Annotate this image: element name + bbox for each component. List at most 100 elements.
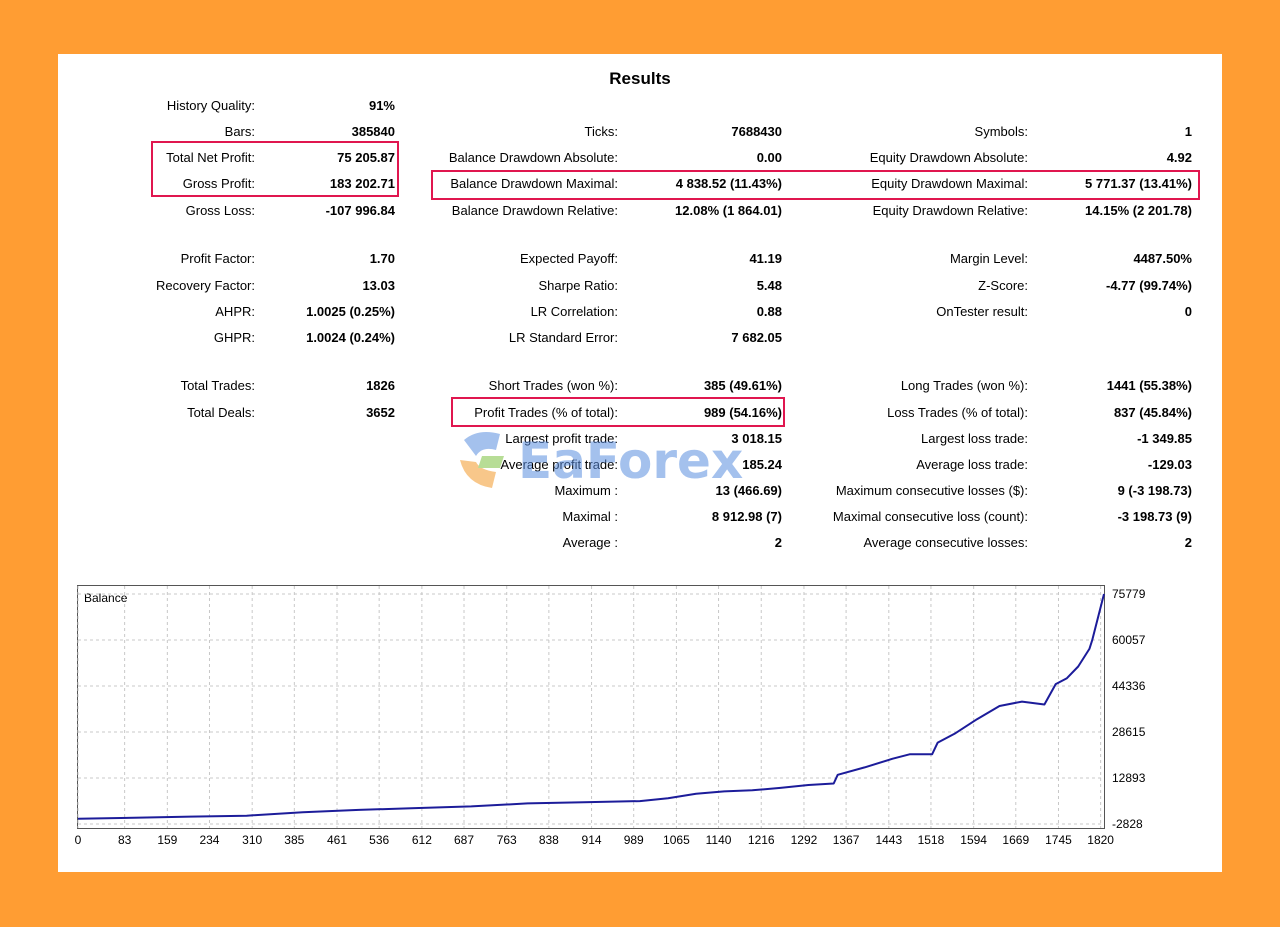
stat-value: 989 (54.16%)	[703, 405, 782, 420]
x-tick-label: 1216	[747, 833, 775, 847]
stat-label: Loss Trades (% of total):	[887, 405, 1028, 420]
stat-label: Largest loss trade:	[921, 431, 1028, 446]
stat-label: Balance Drawdown Absolute:	[448, 150, 618, 165]
stat-label: GHPR:	[213, 330, 255, 345]
stat-label: Equity Drawdown Maximal:	[871, 176, 1028, 191]
stat-label: Profit Factor:	[180, 251, 255, 266]
stat-value: 1826	[366, 378, 395, 393]
x-tick-label: 1292	[790, 833, 818, 847]
stat-value: 14.15% (2 201.78)	[1085, 203, 1192, 218]
stat-value: 4 838.52 (11.43%)	[675, 176, 782, 191]
x-tick-label: 83	[117, 833, 132, 847]
x-tick-label: 1367	[832, 833, 860, 847]
stat-label: Average loss trade:	[916, 457, 1028, 472]
stat-label: OnTester result:	[936, 304, 1028, 319]
stat-label: Margin Level:	[949, 251, 1028, 266]
x-tick-label: 1820	[1087, 833, 1114, 847]
stat-label: Average consecutive losses:	[863, 535, 1028, 550]
stat-label: Sharpe Ratio:	[538, 278, 619, 293]
stat-label: Total Net Profit:	[166, 150, 255, 165]
x-tick-label: 1140	[705, 833, 732, 847]
stat-value: 3652	[366, 405, 395, 420]
stat-label: LR Standard Error:	[508, 330, 618, 345]
stat-value: 5.48	[756, 278, 782, 293]
stat-label: Maximal :	[562, 509, 618, 524]
stat-label: Expected Payoff:	[519, 251, 618, 266]
y-tick-label: -2828	[1112, 817, 1143, 831]
stat-value: 4.92	[1166, 150, 1192, 165]
x-tick-label: 1745	[1045, 833, 1072, 847]
chart-frame: Balance	[77, 585, 1105, 829]
stat-label: Gross Profit:	[182, 176, 255, 191]
stat-label: Equity Drawdown Relative:	[872, 203, 1028, 218]
stat-value: -3 198.73 (9)	[1117, 509, 1192, 524]
stat-label: Average :	[562, 535, 618, 550]
x-tick-label: 234	[199, 833, 220, 847]
stat-value: 385840	[351, 124, 395, 139]
stat-value: 7688430	[731, 124, 782, 139]
stat-value: 13.03	[362, 278, 395, 293]
stat-label: Bars:	[224, 124, 255, 139]
stat-value: 385 (49.61%)	[703, 378, 782, 393]
results-panel: Results History Quality: 91% Bars: 38584…	[58, 54, 1222, 872]
y-tick-label: 75779	[1112, 587, 1146, 601]
highlight-box-drawdown	[431, 170, 1200, 200]
x-tick-label: 385	[284, 833, 305, 847]
stat-label: Balance Drawdown Maximal:	[450, 176, 618, 191]
stat-value: 1441 (55.38%)	[1106, 378, 1192, 393]
stat-value: 2	[774, 535, 782, 550]
x-tick-label: 461	[327, 833, 348, 847]
stat-value: 91%	[368, 98, 395, 113]
stat-label: Maximum :	[554, 483, 618, 498]
stat-label: LR Correlation:	[530, 304, 618, 319]
stat-label: Maximal consecutive loss (count):	[832, 509, 1028, 524]
stat-label: Total Trades:	[180, 378, 255, 393]
y-tick-label: 44336	[1112, 679, 1146, 693]
stat-value: 1.70	[369, 251, 395, 266]
x-tick-label: 310	[242, 833, 263, 847]
stat-value: 13 (466.69)	[715, 483, 783, 498]
x-tick-label: 838	[538, 833, 559, 847]
stat-value: 1.0024 (0.24%)	[306, 330, 395, 345]
stat-value: 1.0025 (0.25%)	[306, 304, 395, 319]
x-tick-label: 914	[581, 833, 602, 847]
stat-value: 7 682.05	[731, 330, 782, 345]
stat-value: 9 (-3 198.73)	[1117, 483, 1192, 498]
stat-label: Equity Drawdown Absolute:	[869, 150, 1028, 165]
x-tick-label: 536	[369, 833, 390, 847]
highlight-box-profit-trades	[451, 397, 785, 427]
stat-value: 0	[1184, 304, 1192, 319]
y-tick-label: 28615	[1112, 724, 1146, 739]
stat-value: 12.08% (1 864.01)	[675, 203, 782, 218]
x-tick-label: 763	[496, 833, 517, 847]
stat-value: 41.19	[749, 251, 782, 266]
x-tick-label: 989	[623, 833, 644, 847]
x-tick-label: 1594	[960, 833, 987, 847]
stat-label: Recovery Factor:	[156, 278, 255, 293]
stat-label: Z-Score:	[978, 278, 1028, 293]
stat-label: AHPR:	[215, 304, 255, 319]
balance-chart: Balance 0 83 159 234 310 385 461 536 612 687 763 83…	[75, 584, 1204, 864]
chart-plot	[77, 586, 1105, 828]
x-tick-label: 1518	[917, 833, 945, 847]
x-tick-label: 1443	[875, 833, 903, 847]
y-tick-label: 12893	[1112, 771, 1146, 785]
stat-label: Gross Loss:	[185, 203, 255, 218]
stat-label: Ticks:	[584, 124, 618, 139]
x-tick-label: 159	[157, 833, 178, 847]
balance-line	[77, 593, 1105, 820]
stat-value: 837 (45.84%)	[1113, 405, 1192, 420]
stat-label: History Quality:	[166, 98, 255, 113]
stat-value: 5 771.37 (13.41%)	[1085, 176, 1192, 191]
results-title: Results	[609, 69, 671, 88]
stat-label: Symbols:	[974, 124, 1028, 139]
stat-label: Average profit trade:	[500, 457, 618, 472]
stat-value: 75 205.87	[337, 150, 395, 165]
stat-value: 3 018.15	[731, 431, 782, 446]
stat-value: 8 912.98 (7)	[711, 509, 782, 524]
stat-value: 1	[1184, 124, 1192, 139]
stat-value: 0.88	[756, 304, 782, 319]
stat-value: 185.24	[742, 457, 782, 472]
stat-value: -129.03	[1147, 457, 1192, 472]
stat-value: 183 202.71	[329, 176, 395, 191]
